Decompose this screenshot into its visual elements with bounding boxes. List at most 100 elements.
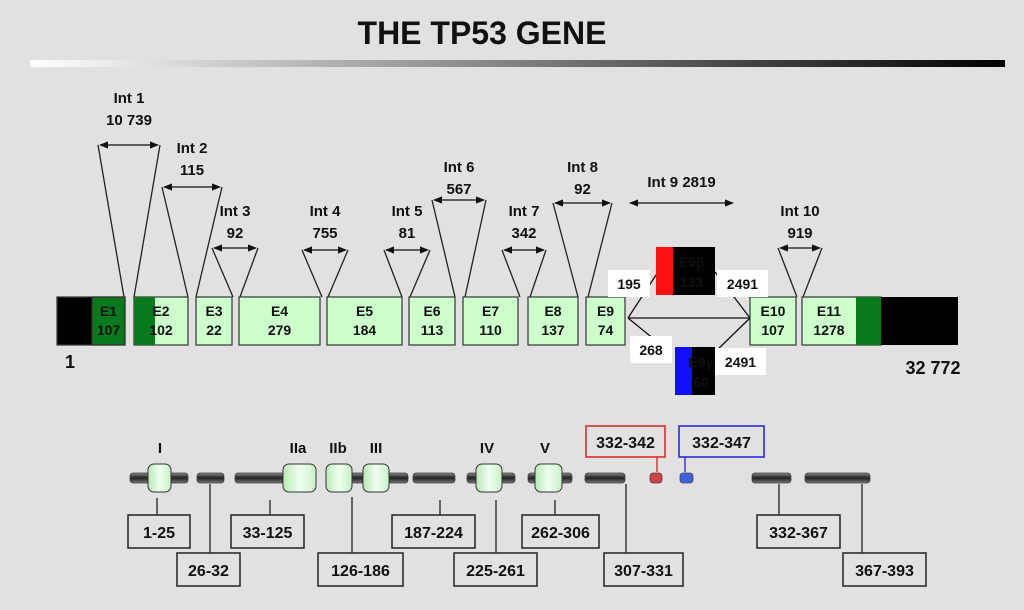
exon-size: 184 [353,322,377,338]
residue-range-box: 33-125 [230,500,305,549]
conserved-domain-cylinder [325,463,353,493]
splice-line [409,249,431,298]
intron-name: Int 7 [509,203,540,220]
splice-line [529,249,547,298]
residue-range-box: 307-331 [603,484,684,587]
alt-exon-color-band [675,347,692,395]
intron-name: Int 10 [780,203,819,220]
intron-7: Int 7 342 [501,203,547,298]
intron-segment-right: 2491 [725,354,756,370]
conserved-domain-label: I [158,440,162,457]
intron-name: Int 2 [177,140,208,157]
range-box-outline [176,552,241,587]
exon-size: 107 [97,322,121,338]
residue-range-box: 332-367 [756,484,841,549]
range-box-outline [127,514,191,549]
conserved-domain-label: IIb [329,440,347,457]
residue-range: 307-331 [614,563,673,580]
splice-line [464,199,487,298]
exon-name: E7 [482,303,499,319]
exon-name: E1 [100,303,117,319]
range-box-outline [756,514,841,549]
residue-range: 225-261 [466,563,525,580]
residue-range-box: 26-32 [176,484,241,587]
splice-line [501,249,521,298]
intron-size: 92 [227,225,244,242]
intron-5: Int 5 81 [383,203,431,298]
alt-exon-beta: E9β 133 195 2491 [608,247,768,297]
conserved-domain-cylinder [362,463,390,493]
residue-range-box: 225-261 [453,500,538,587]
alt-exon-name: E9β [679,254,705,270]
range-box-outline [391,514,476,549]
residue-range: 126-186 [331,563,390,580]
intron-2: Int 2 115 [161,140,223,298]
intron-10: Int 10 919 [777,203,823,298]
range-box-outline [453,552,538,587]
residue-range: 262-306 [531,525,590,542]
splice-line [301,249,323,298]
residue-range: 332-342 [596,435,655,452]
intron-name: Int 9 2819 [647,174,715,191]
header-gradient-bar [30,60,1005,67]
intron-1: Int 1 10 739 [97,90,161,298]
exon-name: E10 [761,303,786,319]
exon-box [408,296,456,346]
residue-range: 332-367 [769,525,828,542]
range-box-outline [842,552,927,587]
splice-line [383,249,403,298]
splice-line [211,247,234,298]
intron-9: Int 9 2819 [629,174,734,207]
intron-name: Int 8 [567,159,598,176]
page-title: THE TP53 GENE [358,15,607,51]
splice-line [239,247,259,298]
protein-segment-rod [412,472,456,484]
intron-name: Int 6 [444,159,475,176]
intron-size: 342 [511,225,536,242]
exon-box [195,296,233,346]
residue-range: 33-125 [243,525,293,542]
exon-box [527,296,579,346]
residue-range: 26-32 [188,563,229,580]
residue-range-box: 1-25 [127,498,191,549]
intron-size: 92 [574,181,591,198]
intron-6: Int 6 567 [431,159,487,298]
intron-4: Int 4 755 [301,203,349,298]
conserved-domain-label: IV [480,440,494,457]
intron-segment-label-box [608,270,650,297]
exon-box [585,296,626,346]
range-box-outline [521,514,600,549]
residue-range-box: 126-186 [317,497,404,587]
intron-name: Int 4 [310,203,341,220]
residue-range: 187-224 [404,525,463,542]
exon-name: E4 [271,303,288,319]
intron-size: 755 [312,225,337,242]
splice-line [161,186,189,298]
intron-size: 567 [446,181,471,198]
intron-size: 115 [180,162,204,179]
intron-name: Int 1 [114,90,145,107]
intron-size: 10 739 [106,112,152,129]
conserved-domain-cylinder [475,463,503,493]
intron-segment-label-box [717,270,768,297]
exon-box [326,296,403,346]
utr-3prime [881,297,958,345]
intron-size: 919 [787,225,812,242]
exon-size: 107 [761,322,785,338]
intron-name: Int 5 [392,203,423,220]
gene-end-coordinate: 32 772 [905,358,960,378]
residue-range: 332-347 [692,435,751,452]
residue-range: 1-25 [143,525,175,542]
exon-size: 110 [479,322,502,338]
conserved-domain-cylinder [282,463,317,493]
exon-size: 102 [149,322,173,338]
